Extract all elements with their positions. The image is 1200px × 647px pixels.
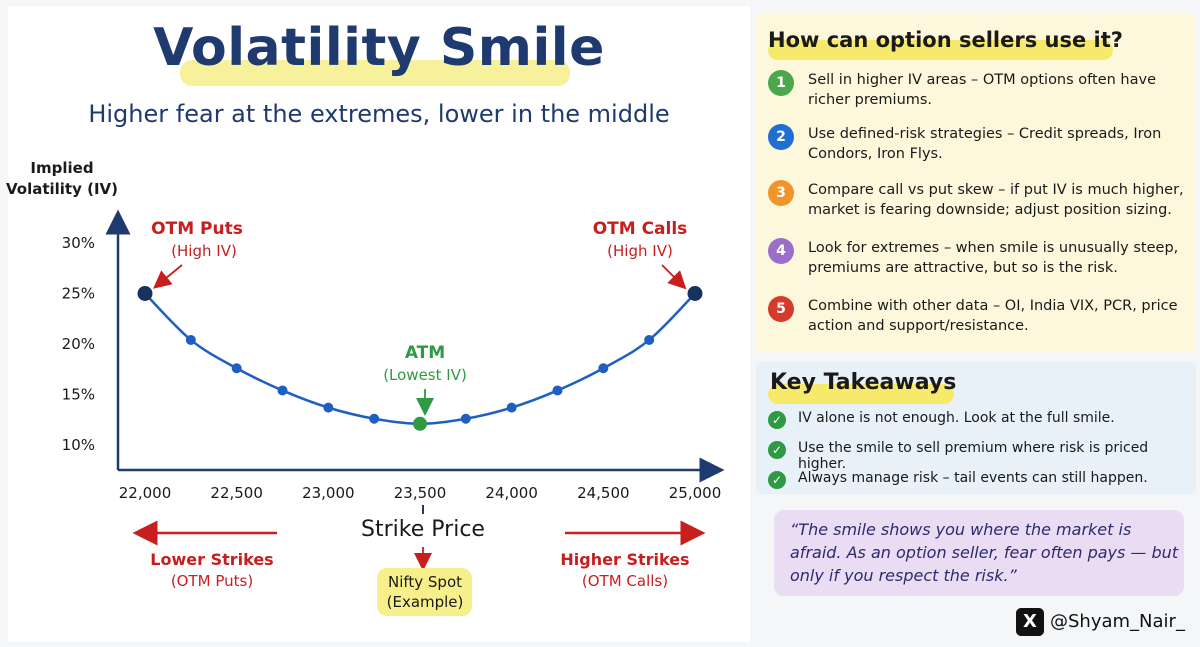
- y-tick-label: 30%: [62, 234, 95, 252]
- x-tick-label: 25,000: [669, 484, 722, 502]
- otm-puts-sublabel: (High IV): [171, 242, 237, 260]
- otm-calls-sublabel: (High IV): [607, 242, 673, 260]
- data-points: [137, 286, 703, 431]
- data-point: [277, 385, 288, 396]
- takeaway-text: Always manage risk – tail events can sti…: [798, 470, 1148, 486]
- option-sellers-panel: [756, 14, 1196, 352]
- y-tick-label: 10%: [62, 436, 95, 454]
- data-point: [369, 413, 380, 424]
- data-point: [552, 385, 563, 396]
- sellers-title-highlight: [768, 40, 1113, 60]
- spot-highlight: [377, 568, 472, 616]
- x-tick-label: 23,500: [394, 484, 447, 502]
- x-tick-label: 22,000: [119, 484, 172, 502]
- tip-number: 1: [768, 70, 794, 96]
- tip-number: 4: [768, 238, 794, 264]
- spot-sublabel: (Example): [387, 593, 464, 611]
- y-axis-label: Volatility (IV): [6, 180, 118, 198]
- lower-strikes-label: Lower Strikes: [150, 550, 273, 569]
- tip-number: 2: [768, 124, 794, 150]
- takeaways-title-highlight: [768, 384, 954, 404]
- x-logo-icon: X: [1016, 608, 1044, 636]
- higher-strikes-label: Higher Strikes: [560, 550, 689, 569]
- page-title: Volatility Smile: [153, 18, 605, 78]
- atm-data-point: [413, 416, 427, 431]
- y-tick-labels: 10% 15% 20% 25% 30%: [62, 234, 95, 454]
- otm-puts-label: OTM Puts: [151, 219, 243, 239]
- sellers-title: How can option sellers use it?: [768, 28, 1123, 52]
- tip-text: Compare call vs put skew – if put IV is …: [808, 182, 1184, 218]
- data-point: [231, 363, 242, 374]
- chart-axes: Implied Volatility (IV) Strike Price: [6, 159, 725, 542]
- volatility-smile-chart: Implied Volatility (IV) Strike Price 10% 15…: [6, 159, 725, 616]
- handle-name: @Shyam_Nair_: [1050, 611, 1185, 632]
- y-tick-label: 20%: [62, 335, 95, 353]
- tip-text: Sell in higher IV areas – OTM options of…: [808, 72, 1156, 108]
- quote-box: [774, 510, 1184, 596]
- check-icon: ✓: [768, 471, 786, 489]
- data-point: [598, 363, 609, 374]
- otm-puts-arrow: [153, 264, 183, 289]
- title-highlight: [180, 60, 570, 86]
- data-point: [506, 402, 517, 413]
- page-subtitle: Higher fear at the extremes, lower in th…: [88, 100, 670, 128]
- y-axis-label: Implied: [30, 159, 93, 177]
- tip-text: Use defined-risk strategies – Credit spr…: [808, 126, 1162, 162]
- end-data-point: [137, 286, 153, 301]
- takeaway-text: Use the smile to sell premium where risk…: [798, 440, 1149, 472]
- data-point: [185, 334, 196, 345]
- otm-calls-label: OTM Calls: [593, 219, 688, 239]
- tip-text: Combine with other data – OI, India VIX,…: [808, 298, 1178, 334]
- x-tick-label: 24,000: [485, 484, 538, 502]
- data-point: [644, 334, 655, 345]
- x-tick-label: 22,500: [210, 484, 263, 502]
- takeaways-title: Key Takeaways: [770, 370, 957, 395]
- atm-label: ATM: [405, 343, 445, 363]
- otm-calls-arrow: [661, 264, 687, 290]
- tip-text: Look for extremes – when smile is unusua…: [808, 240, 1179, 276]
- quote-text: “The smile shows you where the market is…: [790, 520, 1179, 585]
- x-axis-label: Strike Price: [361, 517, 485, 542]
- higher-strikes-sublabel: (OTM Calls): [582, 572, 668, 590]
- tip-number: 3: [768, 180, 794, 206]
- end-data-point: [687, 286, 703, 301]
- data-point: [323, 402, 334, 413]
- spot-label: Nifty Spot: [388, 573, 462, 591]
- takeaway-text: IV alone is not enough. Look at the full…: [798, 410, 1115, 426]
- chart-annotations: OTM Puts (High IV) OTM Calls (High IV) ATM (L…: [132, 219, 706, 616]
- data-point: [460, 413, 471, 424]
- y-tick-label: 15%: [62, 386, 95, 404]
- x-tick-label: 24,500: [577, 484, 630, 502]
- chart-card: [8, 6, 750, 642]
- atm-sublabel: (Lowest IV): [383, 366, 467, 384]
- x-tick-labels: 22,000 22,500 23,000 23,500 24,000 24,500 25,0…: [119, 484, 722, 502]
- check-icon: ✓: [768, 441, 786, 459]
- y-tick-label: 25%: [62, 285, 95, 303]
- check-icon: ✓: [768, 411, 786, 429]
- x-tick-label: 23,000: [302, 484, 355, 502]
- lower-strikes-sublabel: (OTM Puts): [171, 572, 253, 590]
- tip-number: 5: [768, 296, 794, 322]
